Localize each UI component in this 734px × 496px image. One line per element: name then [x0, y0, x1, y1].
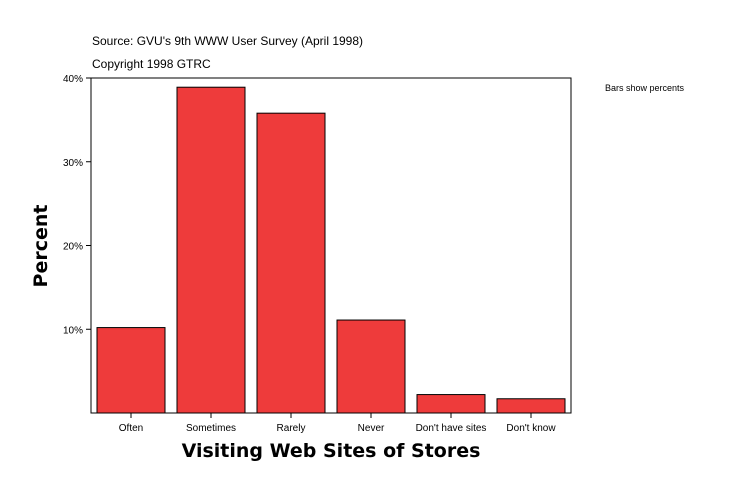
- x-tick-label: Don't know: [506, 423, 556, 434]
- x-tick-label: Don't have sites: [416, 423, 487, 434]
- y-tick-label: 30%: [63, 158, 83, 169]
- bar: [256, 112, 326, 414]
- chart-source: Source: GVU's 9th WWW User Survey (April…: [92, 34, 364, 48]
- bar: [496, 398, 566, 414]
- bar: [336, 319, 406, 414]
- y-tick-label: 10%: [63, 325, 83, 336]
- chart-note: Bars show percents: [605, 83, 685, 93]
- chart-copyright: Copyright 1998 GTRC: [92, 57, 211, 71]
- bar: [176, 86, 246, 414]
- y-axis: 10% 20% 30% 40%: [63, 74, 91, 336]
- x-axis: Often Sometimes Rarely Never Don't have site…: [119, 413, 556, 434]
- x-tick-label: Often: [119, 423, 143, 434]
- x-tick-label: Rarely: [277, 423, 306, 434]
- y-tick-label: 40%: [63, 74, 83, 85]
- y-axis-title: Percent: [30, 205, 52, 288]
- y-tick-label: 20%: [63, 242, 83, 253]
- x-tick-label: Sometimes: [186, 423, 236, 434]
- bar: [96, 327, 166, 414]
- x-axis-title: Visiting Web Sites of Stores: [182, 440, 481, 462]
- bars: [96, 86, 566, 414]
- bar: [416, 394, 486, 414]
- x-tick-label: Never: [358, 423, 385, 434]
